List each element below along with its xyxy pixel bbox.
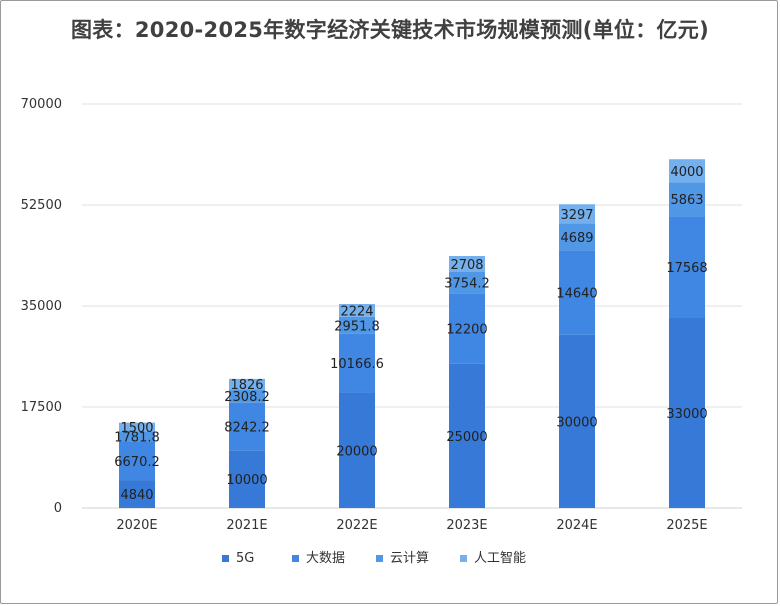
data-label: 3754.2: [444, 276, 490, 291]
bar-segment: [449, 271, 485, 294]
data-label: 30000: [556, 415, 597, 430]
legend-label: 人工智能: [474, 551, 526, 566]
bar-segment: [559, 250, 595, 335]
y-tick-label: 35000: [21, 299, 62, 314]
legend-label: 大数据: [306, 551, 345, 566]
y-tick-label: 70000: [21, 97, 62, 112]
chart-title: 图表：2020-2025年数字经济关键技术市场规模预测(单位：亿元): [70, 18, 709, 42]
bar-segment: [339, 392, 375, 508]
data-label: 33000: [666, 407, 707, 422]
legend-label: 5G: [236, 551, 254, 566]
data-label: 4000: [670, 165, 703, 180]
bar-segment: [669, 159, 705, 183]
legend-swatch: [292, 555, 299, 562]
legend-swatch: [460, 555, 467, 562]
bar-segment: [119, 480, 155, 508]
data-label: 2224: [340, 304, 373, 319]
legend-label: 云计算: [390, 551, 429, 566]
bar-segment: [449, 256, 485, 272]
x-tick-label: 2020E: [116, 518, 157, 533]
data-label: 20000: [336, 444, 377, 459]
data-label: 17568: [666, 261, 707, 276]
bar-segment: [229, 450, 265, 508]
bar-segment: [119, 422, 155, 432]
data-label: 25000: [446, 430, 487, 445]
data-label: 5863: [670, 193, 703, 208]
bar-segment: [669, 317, 705, 508]
bar-segment: [339, 316, 375, 334]
x-tick-label: 2024E: [556, 518, 597, 533]
bar-segment: [339, 304, 375, 317]
bar-segment: [339, 333, 375, 393]
bar-segment: [559, 334, 595, 508]
bar-segment: [449, 363, 485, 508]
legend-swatch: [376, 555, 383, 562]
bar-segment: [559, 204, 595, 224]
data-label: 2951.8: [334, 319, 380, 334]
data-label: 1781.8: [114, 430, 160, 445]
data-label: 12200: [446, 323, 487, 338]
y-tick-label: 17500: [21, 400, 62, 415]
data-label: 8242.2: [224, 421, 270, 436]
legend-swatch: [222, 555, 229, 562]
y-tick-label: 0: [54, 501, 62, 516]
bar-segment: [119, 441, 155, 481]
data-label: 10000: [226, 473, 267, 488]
data-label: 10166.6: [330, 357, 384, 372]
data-label: 1500: [120, 421, 153, 436]
bar-segment: [229, 378, 265, 390]
bar-segment: [229, 389, 265, 403]
x-tick-label: 2022E: [336, 518, 377, 533]
data-label: 1826: [230, 378, 263, 393]
y-tick-label: 52500: [21, 198, 62, 213]
bar-segment: [119, 431, 155, 442]
bar-segment: [449, 293, 485, 364]
bar-segment: [559, 223, 595, 251]
data-label: 4689: [560, 231, 593, 246]
bar-segment: [229, 402, 265, 451]
data-label: 2308.2: [224, 390, 270, 405]
x-tick-label: 2023E: [446, 518, 487, 533]
x-tick-label: 2025E: [666, 518, 707, 533]
bar-segment: [669, 182, 705, 217]
data-label: 4840: [120, 488, 153, 503]
data-label: 2708: [450, 258, 483, 273]
x-tick-label: 2021E: [226, 518, 267, 533]
bar-segment: [669, 216, 705, 318]
data-label: 14640: [556, 287, 597, 302]
data-label: 3297: [560, 208, 593, 223]
data-label: 6670.2: [114, 455, 160, 470]
